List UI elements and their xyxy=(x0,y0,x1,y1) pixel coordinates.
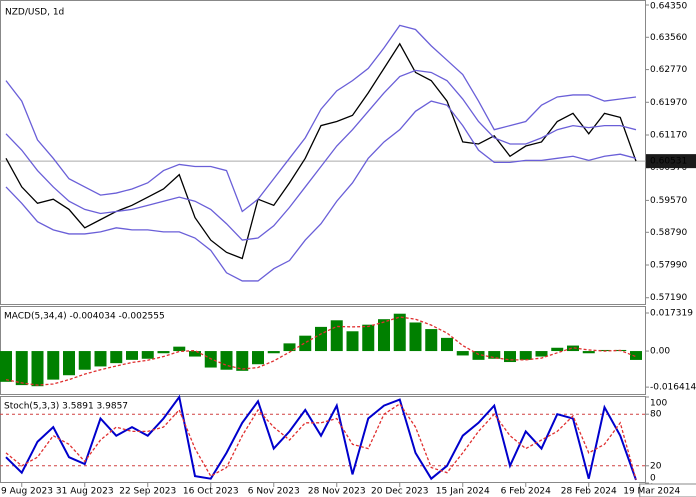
x-tick-label: 6 Feb 2024 xyxy=(501,487,552,497)
x-tick-label: 19 Mar 2024 xyxy=(623,487,680,497)
histogram-bar xyxy=(456,351,469,356)
histogram-bar xyxy=(409,322,422,352)
y-tick-label: -0.016414 xyxy=(650,383,696,393)
y-tick-label: 0.60370 xyxy=(650,163,687,173)
histogram-bar xyxy=(236,351,249,371)
histogram-bar xyxy=(425,329,438,352)
x-tick-label: 20 Dec 2023 xyxy=(371,487,429,497)
histogram-bar xyxy=(330,320,343,352)
series-line xyxy=(5,402,637,480)
series-line xyxy=(5,42,637,260)
series-line xyxy=(5,100,637,282)
histogram-bar xyxy=(378,319,390,352)
histogram-bar xyxy=(551,347,564,352)
histogram-bar xyxy=(63,351,75,376)
x-tick-label: 28 Nov 2023 xyxy=(308,487,366,497)
histogram-bar xyxy=(220,351,233,370)
histogram-bar xyxy=(252,351,264,365)
histogram-bar xyxy=(267,351,280,354)
x-tick-label: 9 Aug 2023 xyxy=(1,487,53,497)
histogram-bar xyxy=(47,351,60,380)
x-tick-label: 22 Sep 2023 xyxy=(119,487,176,497)
histogram-bar xyxy=(472,351,485,360)
y-tick-label: 0.62770 xyxy=(650,65,687,75)
macd-title: MACD(5,34,4) -0.004034 -0.002555 xyxy=(4,312,165,322)
x-tick-label: 28 Feb 2024 xyxy=(561,487,617,497)
histogram-bar xyxy=(126,351,138,360)
y-tick-label: 0.017319 xyxy=(650,309,693,319)
histogram-bar xyxy=(488,351,501,359)
x-tick-label: 31 Aug 2023 xyxy=(56,487,114,497)
histogram-bar xyxy=(141,351,154,359)
histogram-bar xyxy=(157,351,170,354)
histogram-bar xyxy=(362,324,375,352)
histogram-bar xyxy=(441,337,453,352)
histogram-bar xyxy=(519,351,532,360)
histogram-bar xyxy=(393,313,406,352)
y-tick-label: 0.61170 xyxy=(650,131,687,141)
y-tick-label: 0.61970 xyxy=(650,98,687,108)
histogram-bar xyxy=(630,351,642,360)
histogram-bar xyxy=(0,351,12,382)
y-tick-label: 20 xyxy=(650,461,662,471)
y-tick-label: 0.57990 xyxy=(650,261,687,271)
y-tick-label: 0.00 xyxy=(650,347,670,357)
macd-frame xyxy=(0,306,646,395)
y-tick-label: 0.58790 xyxy=(650,228,687,238)
x-tick-label: 16 Oct 2023 xyxy=(183,487,239,497)
x-tick-label: 15 Jan 2024 xyxy=(436,487,490,497)
chart-title: NZD/USD, 1d xyxy=(5,8,64,18)
series-line xyxy=(5,316,637,386)
histogram-bar xyxy=(346,331,359,352)
y-tick-label: 0.59570 xyxy=(650,196,687,206)
series-line xyxy=(5,394,637,481)
y-tick-label: 80 xyxy=(650,410,662,420)
histogram-bar xyxy=(283,343,296,352)
x-label-box xyxy=(639,483,696,497)
x-tick-label: 6 Nov 2023 xyxy=(248,487,300,497)
histogram-bar xyxy=(78,351,91,370)
histogram-bar xyxy=(189,351,201,357)
series-line xyxy=(5,24,637,213)
current-price-label: 0.60531 xyxy=(650,157,687,167)
y-tick-label: 0.64350 xyxy=(650,2,687,12)
series-line xyxy=(5,69,637,241)
y-tick-label: 0 xyxy=(650,474,656,484)
histogram-bar xyxy=(31,351,44,387)
histogram-bar xyxy=(504,351,516,363)
histogram-bar xyxy=(315,326,327,352)
histogram-bar xyxy=(94,351,107,367)
histogram-bar xyxy=(173,346,186,352)
histogram-bar xyxy=(299,335,312,352)
stoch-frame xyxy=(0,396,646,483)
y-tick-label: 0.57190 xyxy=(650,293,687,303)
histogram-bar xyxy=(15,351,28,386)
histogram-bar xyxy=(567,345,579,352)
stoch-title: Stoch(5,3,3) 3.5891 3.9857 xyxy=(4,402,128,412)
price-frame xyxy=(0,0,646,305)
histogram-bar xyxy=(110,351,123,364)
y-tick-label: 100 xyxy=(650,399,667,409)
histogram-bar xyxy=(535,351,548,357)
y-tick-label: 0.63560 xyxy=(650,33,687,43)
current-price-box xyxy=(646,154,696,169)
histogram-bar xyxy=(582,351,595,354)
